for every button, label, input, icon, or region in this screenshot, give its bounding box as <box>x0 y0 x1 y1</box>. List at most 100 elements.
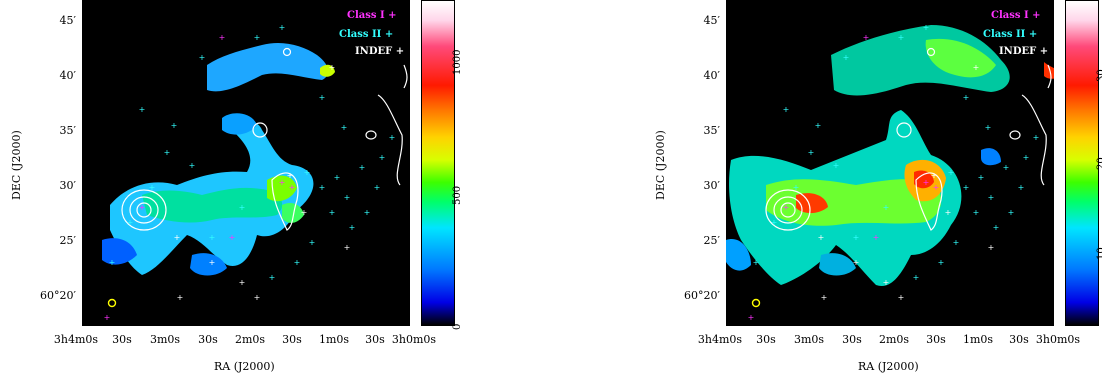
x-axis-label: RA (J2000) <box>858 360 919 373</box>
svg-text:+: + <box>294 258 301 267</box>
svg-text:+: + <box>938 258 945 267</box>
x-tick-label: 30s <box>756 333 776 346</box>
svg-text:+: + <box>953 238 960 247</box>
y-axis-label: DEC (J2000) <box>10 130 23 200</box>
svg-text:+: + <box>853 233 860 242</box>
svg-text:+: + <box>808 148 815 157</box>
x-tick-label: 30s <box>365 333 385 346</box>
svg-text:+: + <box>963 183 970 192</box>
svg-text:+: + <box>309 238 316 247</box>
svg-text:+: + <box>177 293 184 302</box>
x-tick-label: 1m0s <box>318 333 350 346</box>
map-image: + + + + + + + + + + + + + + + + + + + + <box>726 23 1054 322</box>
yso-markers: + + + + + + + + + + + + + + + + + + + + <box>104 23 396 322</box>
legend-class-i: Class I + <box>991 10 1041 21</box>
map-image: + + + + + + + + + + + + + + + + + + + + <box>102 23 408 322</box>
svg-text:+: + <box>344 193 351 202</box>
x-axis-label: RA (J2000) <box>214 360 275 373</box>
svg-text:+: + <box>913 273 920 282</box>
colorbar <box>421 0 455 326</box>
svg-text:+: + <box>289 183 296 192</box>
svg-text:+: + <box>993 223 1000 232</box>
svg-text:+: + <box>389 133 396 142</box>
svg-text:+: + <box>304 168 311 177</box>
x-tick-label: 30s <box>198 333 218 346</box>
svg-text:+: + <box>199 53 206 62</box>
svg-text:+: + <box>1018 183 1025 192</box>
svg-text:+: + <box>341 123 348 132</box>
svg-text:+: + <box>329 208 336 217</box>
legend-class-ii: Class II + <box>339 29 394 40</box>
x-tick-label: 2m0s <box>878 333 910 346</box>
x-tick-label: 2m0s <box>234 333 266 346</box>
svg-text:+: + <box>883 278 890 287</box>
y-tick-label: 35′ <box>59 124 77 137</box>
colorbar-tick: 500 <box>452 185 463 205</box>
svg-text:+: + <box>229 233 236 242</box>
svg-text:+: + <box>923 23 930 32</box>
beam-circle <box>751 298 761 308</box>
y-tick-label: 60°20′ <box>40 289 76 302</box>
svg-text:+: + <box>1023 153 1030 162</box>
svg-text:+: + <box>933 183 940 192</box>
svg-text:+: + <box>349 223 356 232</box>
svg-text:+: + <box>139 203 146 212</box>
svg-text:+: + <box>988 193 995 202</box>
intensity-map: + + + + + + + + + + + + + + + + + + + + <box>82 0 410 326</box>
svg-text:+: + <box>254 33 261 42</box>
right-panel: DEC (J2000) 45′ 40′ 35′ 30′ 25′ 60°20′ <box>644 0 1102 381</box>
svg-text:+: + <box>883 203 890 212</box>
svg-text:+: + <box>127 218 134 227</box>
svg-text:+: + <box>139 105 146 114</box>
svg-text:+: + <box>189 161 196 170</box>
colorbar <box>1065 0 1099 326</box>
y-axis-label: DEC (J2000) <box>654 130 667 200</box>
x-tick-label: 30s <box>842 333 862 346</box>
svg-text:+: + <box>988 243 995 252</box>
x-tick-label: 30s <box>112 333 132 346</box>
svg-text:+: + <box>873 233 880 242</box>
svg-text:+: + <box>254 293 261 302</box>
colorbar-tick: 1000 <box>452 49 463 75</box>
svg-text:+: + <box>898 33 905 42</box>
yso-markers: + + + + + + + + + + + + + + + + + + + + <box>748 23 1040 322</box>
y-tick-label: 35′ <box>703 124 721 137</box>
svg-text:+: + <box>209 258 216 267</box>
colorbar-tick: 20 <box>1096 157 1102 170</box>
svg-text:+: + <box>379 153 386 162</box>
y-tick-label: 45′ <box>59 14 77 27</box>
svg-text:+: + <box>978 173 985 182</box>
left-panel: DEC (J2000) 45′ 40′ 35′ 30′ 25′ 60°20′ <box>0 0 500 381</box>
svg-text:+: + <box>963 93 970 102</box>
svg-text:+: + <box>364 208 371 217</box>
y-tick-label: 40′ <box>703 69 721 82</box>
svg-text:+: + <box>931 171 938 180</box>
svg-text:+: + <box>945 208 952 217</box>
svg-text:+: + <box>863 33 870 42</box>
svg-text:+: + <box>209 233 216 242</box>
svg-text:+: + <box>279 23 286 32</box>
x-tick-label: 30s <box>1009 333 1029 346</box>
x-tick-label: 3m0s <box>149 333 181 346</box>
svg-text:+: + <box>853 258 860 267</box>
emission-regions <box>102 43 335 276</box>
x-tick-label: 3h4m0s <box>53 333 99 346</box>
svg-text:+: + <box>239 203 246 212</box>
svg-text:+: + <box>269 273 276 282</box>
svg-text:+: + <box>821 293 828 302</box>
svg-text:+: + <box>973 208 980 217</box>
emission-regions <box>726 25 1054 286</box>
x-tick-label: 3h0m0s <box>391 333 437 346</box>
svg-text:+: + <box>374 183 381 192</box>
svg-text:+: + <box>109 258 116 267</box>
beam-circle <box>107 298 117 308</box>
svg-text:+: + <box>174 233 181 242</box>
svg-text:+: + <box>319 93 326 102</box>
x-tick-label: 30s <box>282 333 302 346</box>
legend-class-ii: Class II + <box>983 29 1038 40</box>
y-tick-label: 30′ <box>703 179 721 192</box>
svg-text:+: + <box>1033 133 1040 142</box>
x-tick-label: 3h0m0s <box>1035 333 1081 346</box>
svg-text:+: + <box>973 63 980 72</box>
svg-text:+: + <box>793 183 800 192</box>
